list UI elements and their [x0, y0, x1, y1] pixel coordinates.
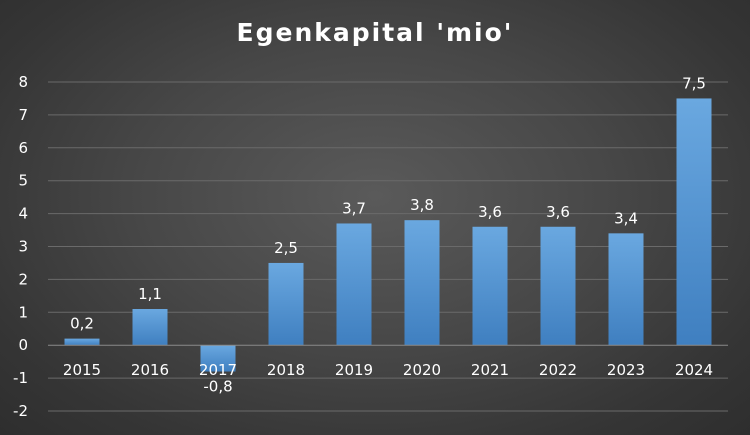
- x-tick-label: 2021: [471, 361, 509, 379]
- bar: [540, 226, 576, 346]
- y-tick-label: 4: [18, 205, 28, 223]
- y-tick-label: 3: [18, 238, 28, 256]
- y-tick-label: -1: [13, 369, 28, 387]
- data-label: 1,1: [138, 285, 162, 303]
- bar: [608, 233, 644, 346]
- x-tick-label: 2020: [403, 361, 441, 379]
- y-tick-label: 1: [18, 303, 28, 321]
- x-tick-label: 2018: [267, 361, 305, 379]
- x-tick-label: 2024: [675, 361, 713, 379]
- x-tick-label: 2015: [63, 361, 101, 379]
- bar: [404, 220, 440, 346]
- y-tick-label: 0: [18, 336, 28, 354]
- y-tick-label: 6: [18, 139, 28, 157]
- chart-title: Egenkapital 'mio': [236, 18, 514, 47]
- data-label: 3,4: [614, 209, 638, 227]
- y-tick-label: 8: [18, 73, 28, 91]
- x-tick-label: 2019: [335, 361, 373, 379]
- y-tick-label: 7: [18, 106, 28, 124]
- data-label: 3,6: [546, 203, 570, 221]
- data-label: 3,7: [342, 199, 366, 217]
- bars: [64, 98, 712, 372]
- bar: [200, 345, 236, 372]
- y-tick-label: -2: [13, 402, 28, 420]
- x-tick-label: 2017: [199, 361, 237, 379]
- x-tick-label: 2016: [131, 361, 169, 379]
- data-label: -0,8: [203, 378, 232, 396]
- x-tick-label: 2022: [539, 361, 577, 379]
- bar: [64, 338, 100, 346]
- data-label: 0,2: [70, 315, 94, 333]
- data-label: 7,5: [682, 74, 706, 92]
- bar: [268, 262, 304, 346]
- data-label: 2,5: [274, 239, 298, 257]
- y-tick-label: 5: [18, 172, 28, 190]
- bar: [676, 98, 712, 346]
- y-tick-label: 2: [18, 270, 28, 288]
- bar: [132, 309, 168, 346]
- bar: [472, 226, 508, 346]
- x-tick-label: 2023: [607, 361, 645, 379]
- data-label: 3,8: [410, 196, 434, 214]
- bar: [336, 223, 372, 346]
- data-label: 3,6: [478, 203, 502, 221]
